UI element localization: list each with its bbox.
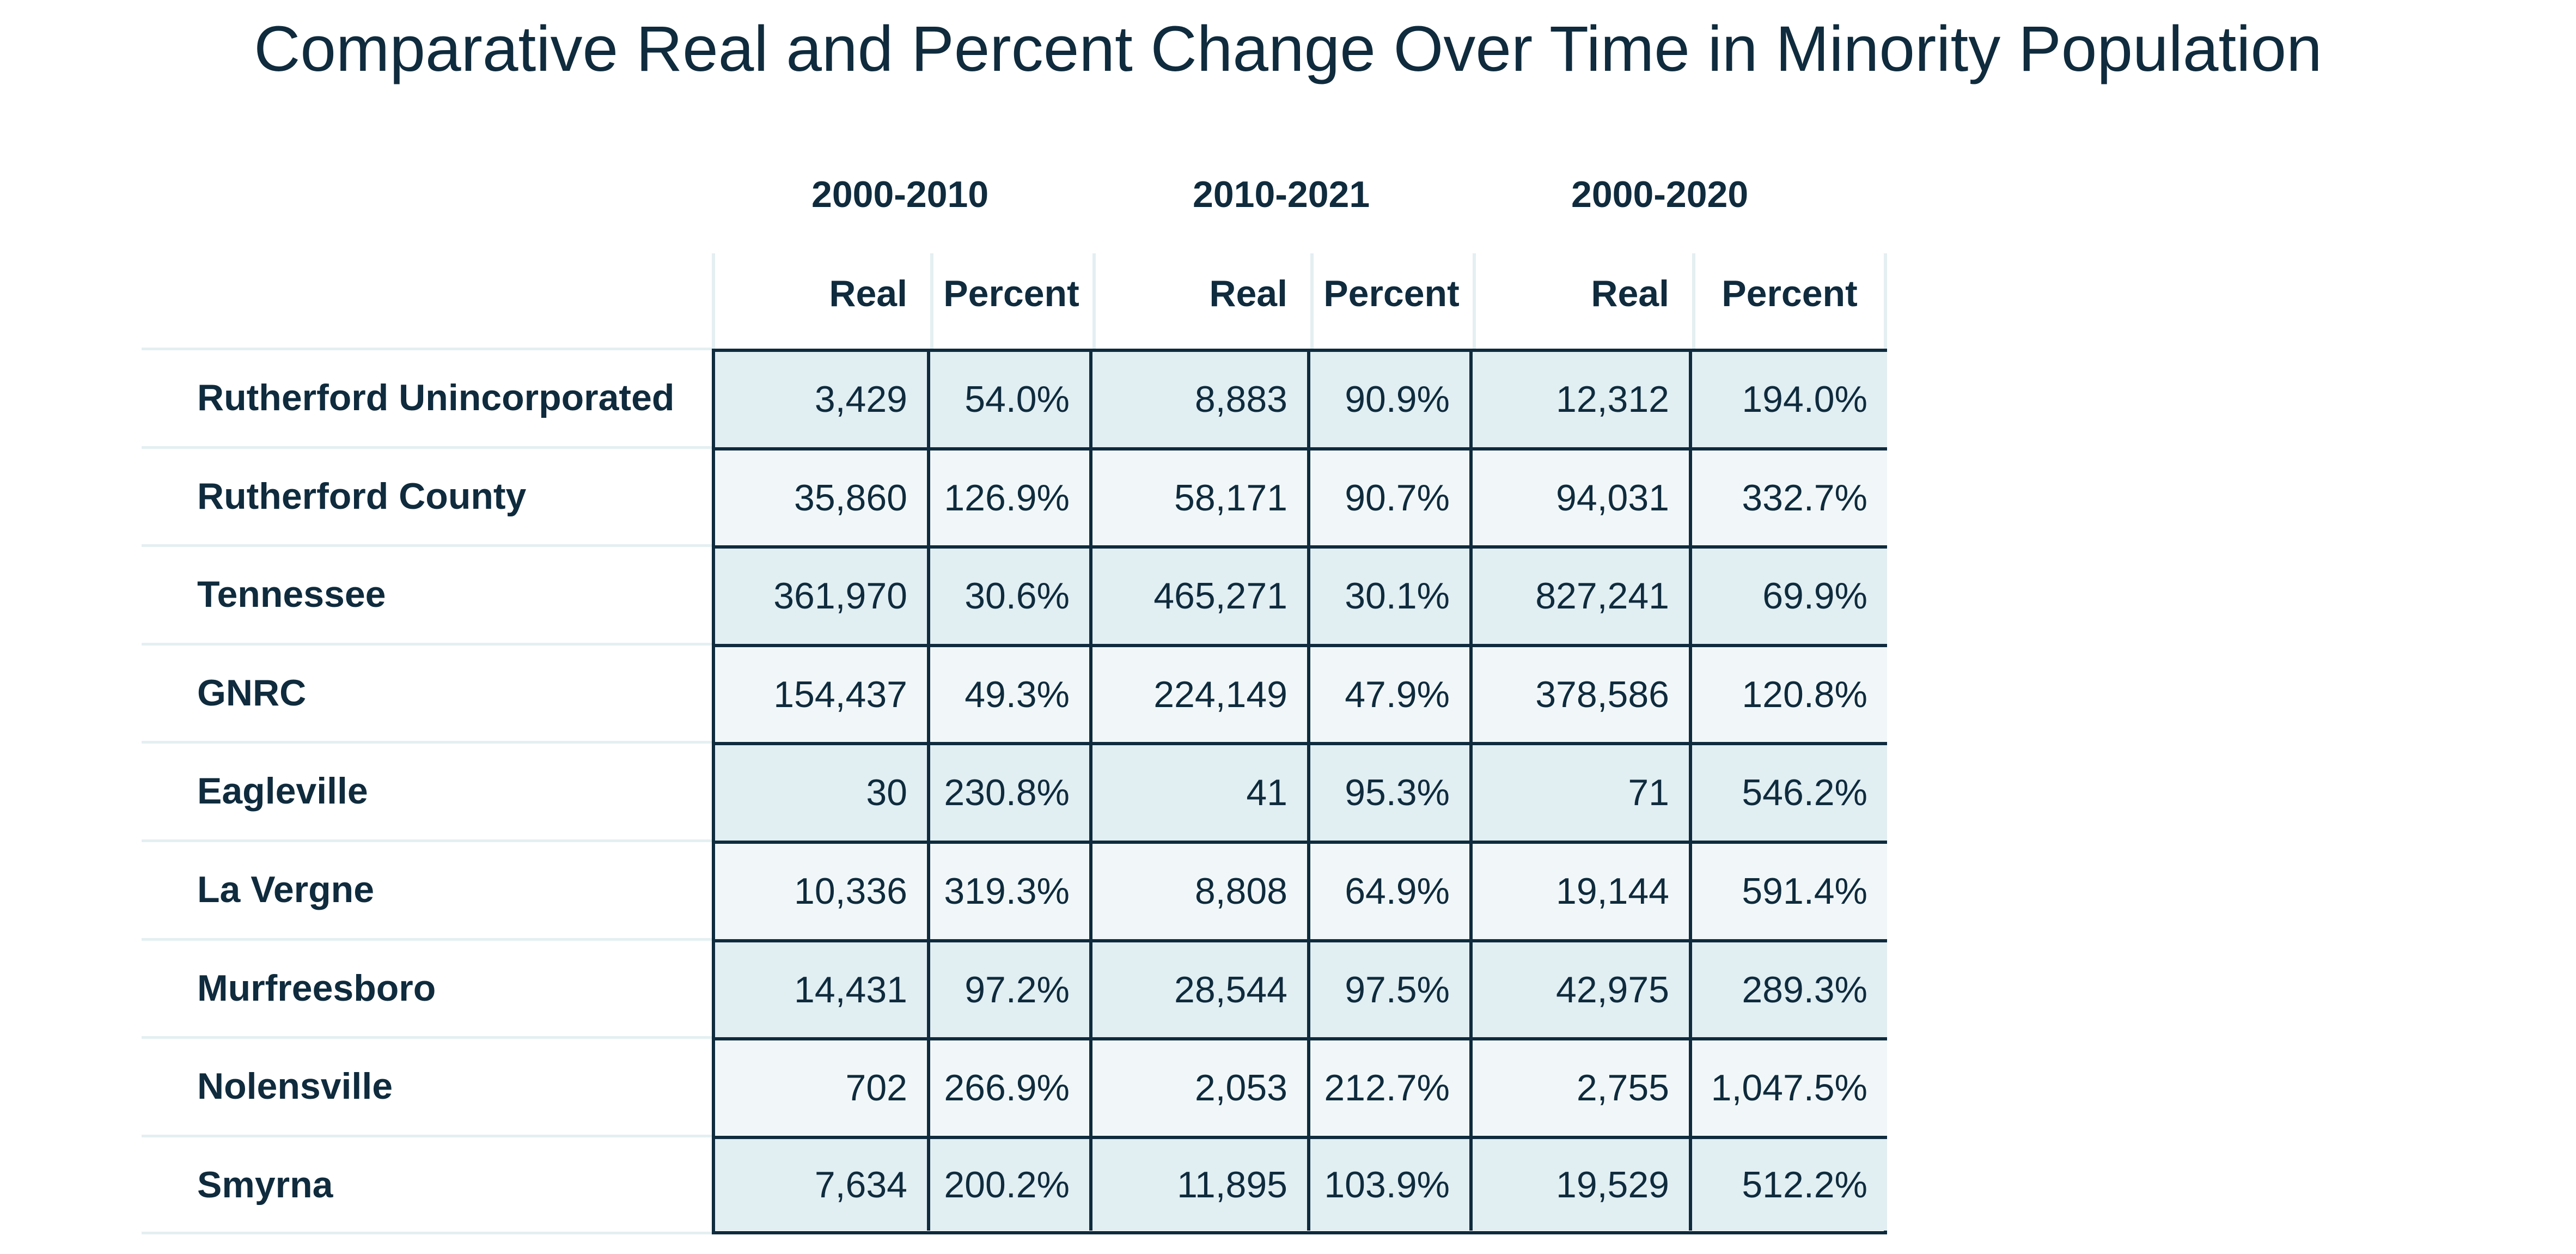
- table-cell-percent: 69.9%: [1692, 549, 1887, 647]
- table-cell-percent: 546.2%: [1692, 745, 1887, 844]
- table-cell-real: 14,431: [715, 942, 930, 1041]
- row-label: GNRC: [197, 672, 307, 714]
- table-cell-percent: 120.8%: [1692, 647, 1887, 746]
- table-cell-percent: 64.9%: [1310, 844, 1473, 942]
- row-label: La Vergne: [197, 869, 375, 910]
- table-cell-real: 30: [715, 745, 930, 844]
- row-label: Rutherford Unincorporated: [197, 377, 675, 418]
- row-separator: [142, 1134, 713, 1137]
- table-cell-real: 3,429: [715, 352, 930, 451]
- table-cell-percent: 332.7%: [1692, 450, 1887, 549]
- table-cell-percent: 126.9%: [930, 450, 1092, 549]
- period-header-2000-2020: 2000-2020: [1571, 174, 1749, 215]
- subheader-divider: [930, 253, 933, 350]
- table-cell-real: 2,053: [1092, 1040, 1310, 1139]
- subheader-divider: [1310, 253, 1314, 350]
- table-cell-real: 7,634: [715, 1139, 930, 1231]
- row-separator: [142, 938, 713, 941]
- row-separator: [142, 348, 713, 350]
- table-cell-percent: 200.2%: [930, 1139, 1092, 1231]
- subheader-divider: [1692, 253, 1695, 350]
- table-cell-real: 19,529: [1473, 1139, 1692, 1231]
- table-cell-real: 827,241: [1473, 549, 1692, 647]
- subheader-real: Real: [829, 273, 907, 314]
- subheader-divider: [1092, 253, 1096, 350]
- table-cell-real: 224,149: [1092, 647, 1310, 746]
- table-cell-real: 28,544: [1092, 942, 1310, 1041]
- table-cell-percent: 97.2%: [930, 942, 1092, 1041]
- table-cell-percent: 591.4%: [1692, 844, 1887, 942]
- subheader-divider: [1884, 253, 1887, 350]
- row-separator: [142, 446, 713, 449]
- table-cell-real: 42,975: [1473, 942, 1692, 1041]
- subheader-percent: Percent: [1323, 273, 1460, 314]
- subheader-percent: Percent: [1722, 273, 1858, 314]
- row-label: Rutherford County: [197, 475, 527, 517]
- row-separator: [142, 839, 713, 842]
- table-cell-percent: 194.0%: [1692, 352, 1887, 451]
- subheader-divider: [712, 253, 715, 350]
- data-grid: 3,429 54.0% 8,883 90.9% 12,312 194.0% 35,860 12…: [712, 349, 1887, 1234]
- table-cell-percent: 266.9%: [930, 1040, 1092, 1139]
- table-cell-percent: 103.9%: [1310, 1139, 1473, 1231]
- table-cell-real: 58,171: [1092, 450, 1310, 549]
- table-cell-percent: 289.3%: [1692, 942, 1887, 1041]
- table-cell-real: 8,883: [1092, 352, 1310, 451]
- row-separator: [142, 544, 713, 547]
- table-cell-real: 71: [1473, 745, 1692, 844]
- period-header-2000-2010: 2000-2010: [811, 174, 989, 215]
- table-cell-real: 35,860: [715, 450, 930, 549]
- table-cell-real: 94,031: [1473, 450, 1692, 549]
- period-header-2010-2021: 2010-2021: [1193, 174, 1370, 215]
- table-cell-real: 8,808: [1092, 844, 1310, 942]
- subheader-real: Real: [1591, 273, 1669, 314]
- row-label: Tennessee: [197, 574, 386, 616]
- row-separator: [142, 1232, 713, 1235]
- table-cell-real: 41: [1092, 745, 1310, 844]
- row-separator: [142, 741, 713, 744]
- table-cell-percent: 47.9%: [1310, 647, 1473, 746]
- table-cell-percent: 54.0%: [930, 352, 1092, 451]
- row-label: Smyrna: [197, 1164, 333, 1206]
- table-cell-percent: 97.5%: [1310, 942, 1473, 1041]
- subheader-percent: Percent: [943, 273, 1079, 314]
- table-cell-percent: 319.3%: [930, 844, 1092, 942]
- table-cell-percent: 90.9%: [1310, 352, 1473, 451]
- row-label: Eagleville: [197, 770, 368, 812]
- table-cell-real: 2,755: [1473, 1040, 1692, 1139]
- table-cell-percent: 212.7%: [1310, 1040, 1473, 1139]
- table-cell-real: 702: [715, 1040, 930, 1139]
- table-cell-percent: 90.7%: [1310, 450, 1473, 549]
- table-cell-percent: 512.2%: [1692, 1139, 1887, 1231]
- row-label: Murfreesboro: [197, 967, 436, 1009]
- table-cell-percent: 30.1%: [1310, 549, 1473, 647]
- table-cell-percent: 30.6%: [930, 549, 1092, 647]
- table-cell-percent: 49.3%: [930, 647, 1092, 746]
- subheader-real: Real: [1209, 273, 1287, 314]
- table-cell-real: 465,271: [1092, 549, 1310, 647]
- row-separator: [142, 642, 713, 646]
- table-cell-percent: 230.8%: [930, 745, 1092, 844]
- table-cell-real: 11,895: [1092, 1139, 1310, 1231]
- table-cell-percent: 95.3%: [1310, 745, 1473, 844]
- row-label: Nolensville: [197, 1066, 393, 1107]
- subheader-divider: [1473, 253, 1476, 350]
- table-cell-real: 10,336: [715, 844, 930, 942]
- page-title: Comparative Real and Percent Change Over…: [254, 13, 2322, 85]
- table-cell-real: 361,970: [715, 549, 930, 647]
- table-cell-percent: 1,047.5%: [1692, 1040, 1887, 1139]
- table-cell-real: 378,586: [1473, 647, 1692, 746]
- table-cell-real: 19,144: [1473, 844, 1692, 942]
- row-separator: [142, 1036, 713, 1039]
- table-cell-real: 12,312: [1473, 352, 1692, 451]
- table-cell-real: 154,437: [715, 647, 930, 746]
